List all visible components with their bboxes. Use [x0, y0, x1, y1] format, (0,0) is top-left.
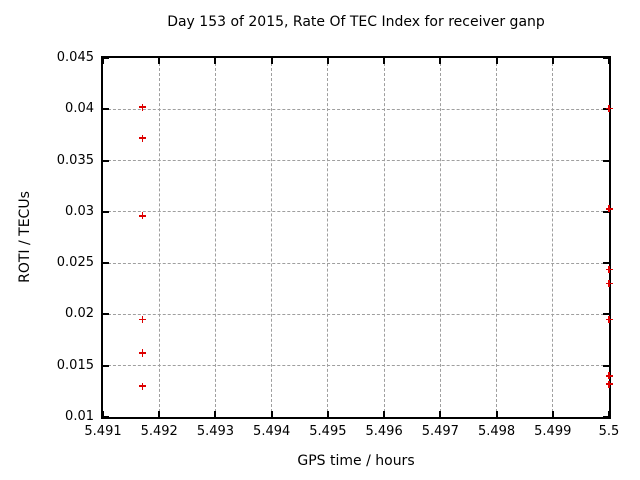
- x-tick-label: 5.495: [309, 424, 347, 439]
- x-tick-label: 5.497: [421, 424, 459, 439]
- y-tick-label: 0.035: [56, 152, 94, 168]
- x-axis-tick: [102, 58, 104, 64]
- y-axis-tick: [603, 262, 609, 265]
- marker-vertical-bar: [608, 205, 610, 213]
- data-point-marker: [138, 382, 146, 390]
- y-axis-tick: [603, 416, 609, 418]
- marker-vertical-bar: [141, 349, 144, 357]
- y-tick-label: 0.01: [65, 409, 94, 424]
- y-axis-tick: [603, 210, 609, 213]
- horizontal-gridline: [103, 108, 609, 110]
- vertical-gridline: [271, 58, 273, 417]
- y-tick-label: 0.025: [56, 255, 94, 271]
- y-axis-tick: [603, 159, 609, 162]
- data-point-marker: [138, 349, 146, 357]
- vertical-gridline: [214, 58, 216, 417]
- marker-vertical-bar: [608, 104, 610, 112]
- x-axis-tick: [439, 411, 442, 417]
- marker-vertical-bar: [141, 212, 144, 220]
- x-axis-tick: [158, 411, 161, 417]
- x-axis-tick: [495, 58, 498, 64]
- y-axis-tick: [103, 210, 109, 213]
- x-axis-tick: [495, 411, 498, 417]
- y-axis-tick: [103, 262, 109, 265]
- vertical-gridline: [439, 58, 441, 417]
- x-tick-label: 5.492: [140, 424, 178, 439]
- x-axis-tick: [326, 411, 329, 417]
- y-axis-tick: [603, 57, 609, 59]
- horizontal-gridline: [103, 160, 609, 162]
- x-axis-tick: [326, 58, 329, 64]
- data-point-marker: [138, 103, 146, 111]
- y-axis-tick: [603, 108, 609, 111]
- x-axis-tick: [551, 58, 554, 64]
- y-tick-label: 0.015: [56, 357, 94, 373]
- y-axis-tick: [103, 416, 109, 418]
- y-axis-tick: [103, 313, 109, 316]
- x-axis-tick: [214, 58, 217, 64]
- x-tick-label: 5.494: [253, 424, 291, 439]
- data-point-marker: [605, 316, 613, 324]
- marker-vertical-bar: [141, 103, 144, 111]
- y-axis-tick: [603, 313, 609, 316]
- horizontal-gridline: [103, 313, 609, 315]
- x-axis-tick: [270, 411, 273, 417]
- x-axis-tick: [270, 58, 273, 64]
- x-axis-tick: [383, 58, 386, 64]
- x-tick-label: 5.491: [84, 424, 122, 439]
- y-axis-tick: [103, 57, 109, 59]
- data-point-marker: [138, 316, 146, 324]
- marker-vertical-bar: [608, 380, 610, 388]
- x-axis-tick: [551, 411, 554, 417]
- y-axis-tick: [103, 159, 109, 162]
- x-axis-tick: [158, 58, 161, 64]
- vertical-gridline: [327, 58, 329, 417]
- y-tick-label: 0.03: [65, 203, 94, 219]
- chart-title: Day 153 of 2015, Rate Of TEC Index for r…: [167, 14, 545, 30]
- marker-vertical-bar: [608, 316, 610, 324]
- x-axis-tick: [214, 411, 217, 417]
- data-point-marker: [605, 380, 613, 388]
- data-point-marker: [605, 104, 613, 112]
- x-tick-label: 5.493: [196, 424, 235, 439]
- data-point-marker: [138, 212, 146, 220]
- plot-area: [101, 56, 613, 419]
- y-axis-tick: [603, 364, 609, 367]
- x-axis-tick: [608, 58, 610, 64]
- vertical-gridline: [383, 58, 385, 417]
- x-tick-label: 5.498: [477, 424, 516, 439]
- vertical-gridline: [158, 58, 160, 417]
- marker-vertical-bar: [141, 382, 144, 390]
- x-tick-label: 5.496: [365, 424, 403, 439]
- y-tick-label: 0.02: [65, 306, 94, 322]
- data-point-marker: [605, 205, 613, 213]
- data-point-marker: [605, 265, 613, 273]
- x-axis-tick: [102, 411, 104, 417]
- y-axis-tick: [103, 108, 109, 111]
- y-tick-label: 0.04: [65, 101, 94, 117]
- vertical-gridline: [496, 58, 498, 417]
- x-tick-label: 5.499: [534, 424, 572, 439]
- vertical-gridline: [552, 58, 554, 417]
- x-tick-label: 5.5: [598, 424, 620, 439]
- data-point-marker: [605, 280, 613, 288]
- x-axis-title: GPS time / hours: [297, 453, 415, 469]
- y-tick-label: 0.045: [56, 50, 94, 65]
- horizontal-gridline: [103, 365, 609, 367]
- x-axis-tick: [383, 411, 386, 417]
- horizontal-gridline: [103, 211, 609, 213]
- horizontal-gridline: [103, 262, 609, 264]
- marker-vertical-bar: [608, 265, 610, 273]
- marker-vertical-bar: [141, 134, 144, 142]
- x-axis-tick: [608, 411, 610, 417]
- data-point-marker: [605, 372, 613, 380]
- data-point-marker: [138, 134, 146, 142]
- marker-vertical-bar: [141, 316, 144, 324]
- y-axis-tick: [103, 364, 109, 367]
- marker-vertical-bar: [608, 372, 610, 380]
- x-axis-tick: [439, 58, 442, 64]
- marker-vertical-bar: [608, 280, 610, 288]
